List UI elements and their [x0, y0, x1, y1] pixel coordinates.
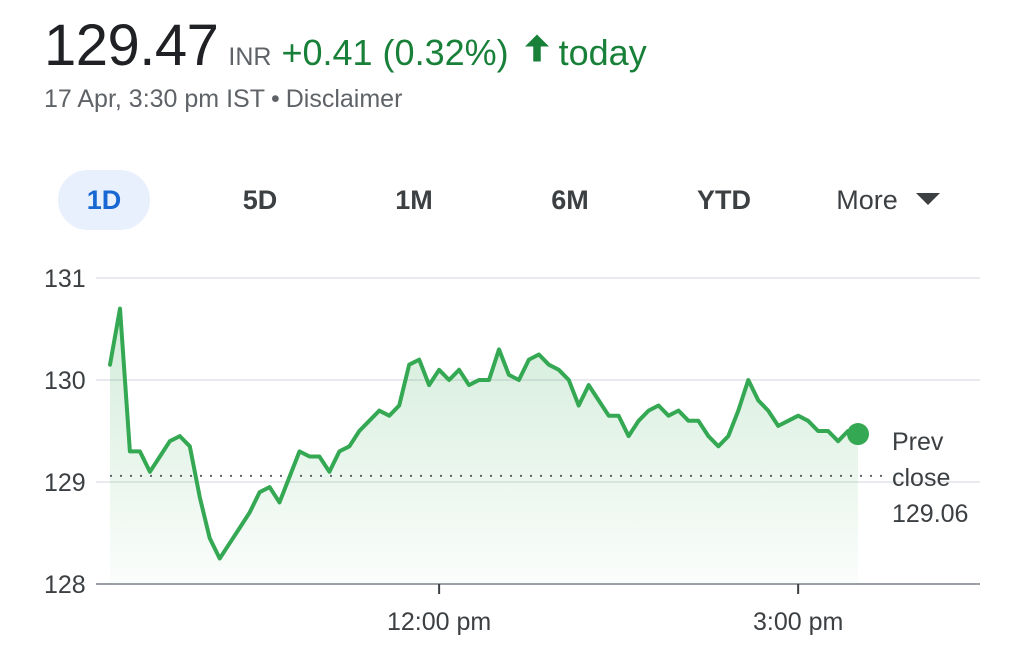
price-row: 129.47 INR +0.41 (0.32%) today: [44, 12, 647, 79]
tab-ytd[interactable]: YTD: [697, 185, 751, 215]
period-label: today: [558, 32, 647, 73]
tab-more-label: More: [836, 185, 898, 215]
tab-1d[interactable]: 1D: [58, 170, 150, 230]
currency-label: INR: [228, 43, 272, 71]
x-tick-label: 12:00 pm: [387, 608, 491, 636]
tab-5d[interactable]: 5D: [242, 185, 278, 215]
y-tick-label: 130: [44, 367, 86, 395]
tab-more[interactable]: More: [818, 170, 958, 230]
current-price: 129.47: [44, 13, 219, 78]
price-area: [110, 308, 858, 584]
tab-6m[interactable]: 6M: [551, 185, 589, 215]
separator-dot: •: [270, 85, 280, 113]
range-tabs: 1D 5D 1M 6M YTD More: [58, 170, 978, 230]
y-tick-label: 129: [44, 469, 86, 497]
axis-layer: [96, 583, 980, 594]
quote-header: 129.47 INR +0.41 (0.32%) today 17 Apr, 3…: [44, 12, 647, 114]
label-layer: 131 130 129 128 12:00 pm 3:00 pm Prev close 129.…: [44, 265, 968, 636]
y-tick-label: 131: [44, 265, 86, 293]
price-change: +0.41 (0.32%): [281, 32, 509, 73]
last-price-dot[interactable]: [847, 423, 869, 446]
y-tick-label: 128: [44, 571, 86, 599]
arrow-up-icon: [524, 34, 549, 61]
tab-1m[interactable]: 1M: [395, 185, 433, 215]
quote-timestamp: 17 Apr, 3:30 pm IST: [44, 85, 265, 113]
price-line: [108, 306, 860, 561]
prev-close-label-line2: close: [892, 464, 950, 492]
disclaimer-link[interactable]: Disclaimer: [285, 85, 403, 113]
x-tick-label: 3:00 pm: [753, 608, 843, 636]
prev-close-label-line1: Prev: [892, 428, 944, 456]
prev-close-value: 129.06: [892, 500, 968, 528]
caret-down-icon: [915, 192, 940, 205]
quote-subline: 17 Apr, 3:30 pm IST • Disclaimer: [44, 85, 647, 114]
